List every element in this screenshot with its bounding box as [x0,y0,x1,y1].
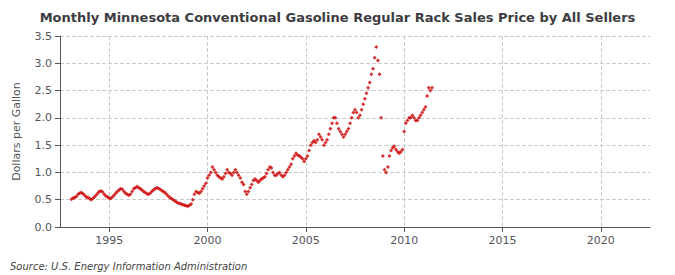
svg-text:3.5: 3.5 [35,30,53,43]
svg-text:1.5: 1.5 [35,139,53,152]
svg-text:Monthly Minnesota Conventional: Monthly Minnesota Conventional Gasoline … [40,10,636,25]
svg-text:1995: 1995 [95,234,123,247]
svg-text:2.5: 2.5 [35,84,53,97]
svg-text:2010: 2010 [390,234,418,247]
svg-text:Source: U.S. Energy Informatio: Source: U.S. Energy Information Administ… [10,261,247,272]
svg-text:2020: 2020 [587,234,615,247]
svg-text:1.0: 1.0 [35,166,53,179]
svg-text:3.0: 3.0 [35,57,53,70]
svg-text:2000: 2000 [194,234,222,247]
svg-text:2015: 2015 [489,234,517,247]
svg-text:2.0: 2.0 [35,111,53,124]
svg-text:Dollars per Gallon: Dollars per Gallon [10,82,23,181]
svg-text:2005: 2005 [292,234,320,247]
svg-text:0.0: 0.0 [35,221,53,234]
svg-text:0.5: 0.5 [35,193,53,206]
